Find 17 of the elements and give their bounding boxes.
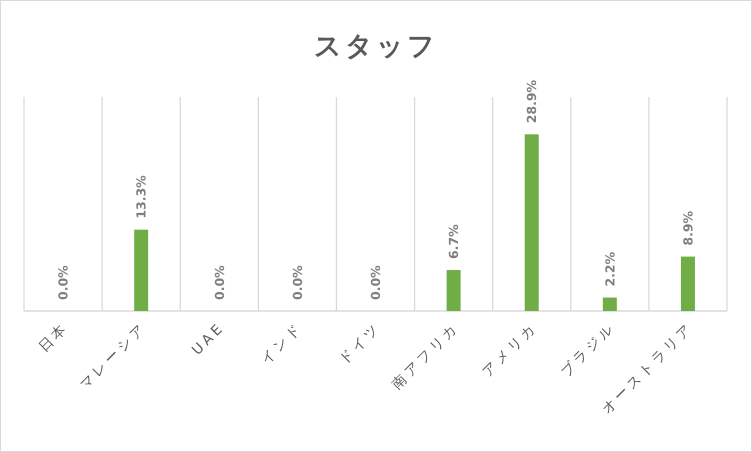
x-tick-label: 日本 xyxy=(36,320,72,356)
x-tick-label: マレーシア xyxy=(76,320,150,393)
x-tick-label: ブラジル xyxy=(558,320,619,380)
x-tick-label: ドイツ xyxy=(336,320,384,368)
data-label: 0.0% xyxy=(56,264,71,300)
x-tick-label: インド xyxy=(258,320,306,368)
chart-title: スタッフ xyxy=(314,31,438,62)
data-label: 2.2% xyxy=(602,251,618,287)
data-label: 0.0% xyxy=(290,264,305,300)
x-tick-label: 南アフリカ xyxy=(389,320,462,393)
data-label: 6.7% xyxy=(446,224,462,260)
data-label: 28.9% xyxy=(524,79,540,124)
data-label: 0.0% xyxy=(368,264,383,300)
data-label: 8.9% xyxy=(680,210,696,246)
data-label: 0.0% xyxy=(212,264,227,300)
x-tick-label: アメリカ xyxy=(480,320,541,380)
data-label: 13.3% xyxy=(134,174,149,219)
